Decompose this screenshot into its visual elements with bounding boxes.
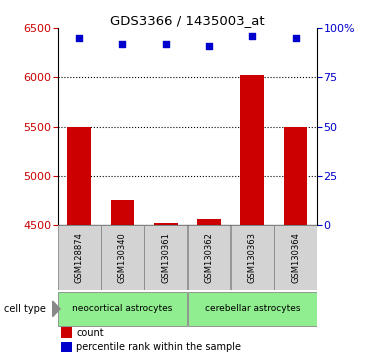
- Point: [163, 41, 169, 47]
- Point: [293, 35, 299, 41]
- FancyBboxPatch shape: [58, 225, 101, 290]
- Bar: [67, 126, 91, 225]
- FancyBboxPatch shape: [188, 292, 317, 326]
- Text: GSM130363: GSM130363: [248, 232, 257, 283]
- Text: GSM130361: GSM130361: [161, 232, 170, 283]
- Text: GSM130340: GSM130340: [118, 232, 127, 283]
- Text: cell type: cell type: [4, 304, 46, 314]
- Text: GSM130364: GSM130364: [291, 232, 300, 283]
- Text: GSM130362: GSM130362: [204, 232, 213, 283]
- Polygon shape: [53, 301, 60, 316]
- FancyBboxPatch shape: [188, 225, 230, 290]
- Text: percentile rank within the sample: percentile rank within the sample: [76, 342, 241, 352]
- Point: [119, 41, 125, 47]
- Bar: [284, 126, 308, 225]
- Bar: [154, 223, 178, 225]
- Bar: [197, 219, 221, 225]
- FancyBboxPatch shape: [58, 292, 187, 326]
- Title: GDS3366 / 1435003_at: GDS3366 / 1435003_at: [110, 14, 265, 27]
- Bar: [240, 75, 264, 225]
- Text: neocortical astrocytes: neocortical astrocytes: [72, 304, 173, 313]
- FancyBboxPatch shape: [101, 225, 144, 290]
- FancyBboxPatch shape: [144, 225, 187, 290]
- FancyBboxPatch shape: [231, 225, 274, 290]
- Bar: [111, 200, 134, 225]
- Point: [249, 33, 255, 39]
- Text: GSM128874: GSM128874: [75, 232, 83, 283]
- Point: [206, 43, 212, 49]
- Text: count: count: [76, 328, 104, 338]
- Text: cerebellar astrocytes: cerebellar astrocytes: [204, 304, 300, 313]
- Point: [76, 35, 82, 41]
- FancyBboxPatch shape: [274, 225, 317, 290]
